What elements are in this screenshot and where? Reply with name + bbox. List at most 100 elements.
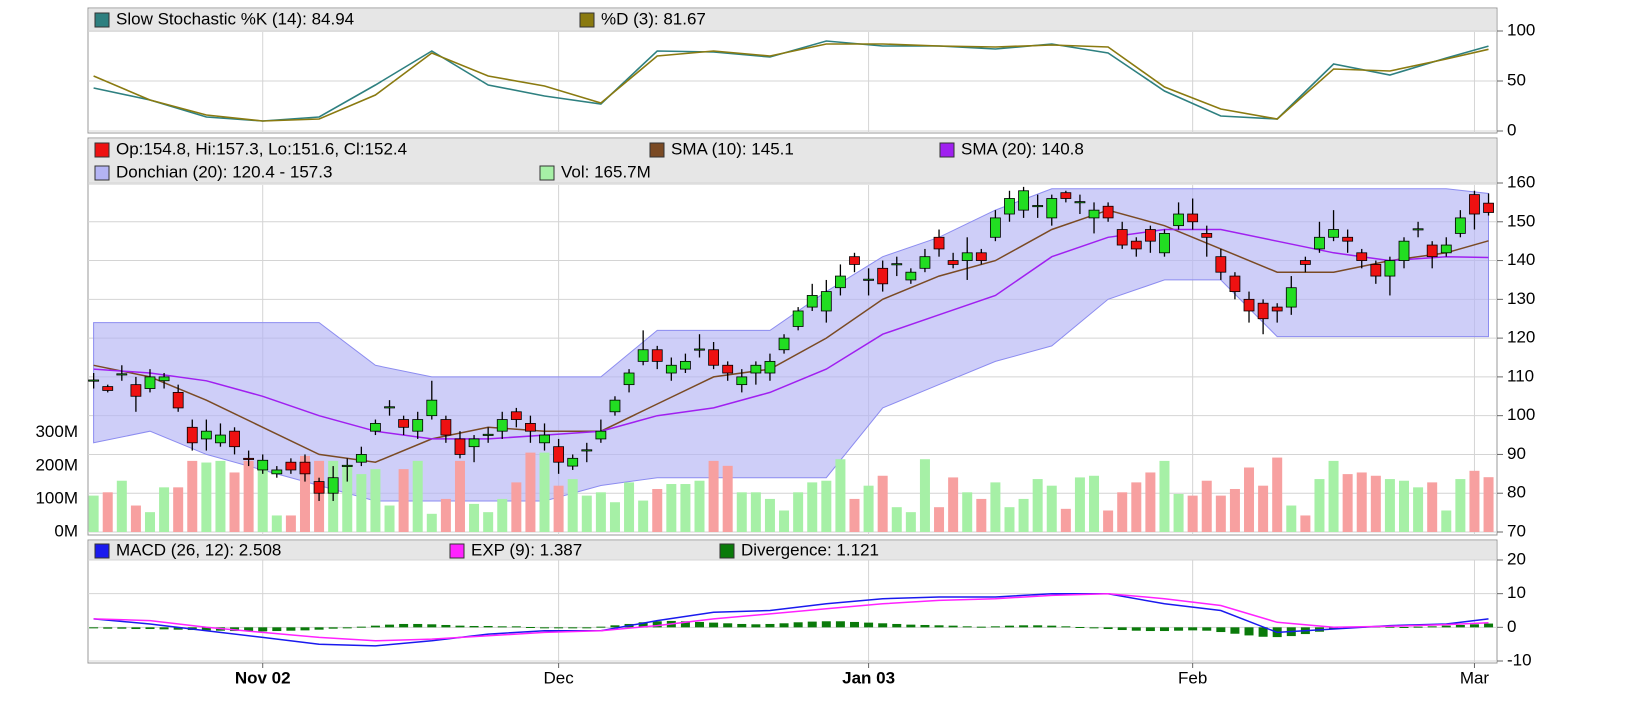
candle-body bbox=[398, 419, 410, 428]
divergence-bar bbox=[1188, 627, 1198, 631]
volume-bar bbox=[1018, 498, 1029, 532]
divergence-bar bbox=[300, 627, 310, 631]
candle-body bbox=[355, 454, 367, 463]
candle-body bbox=[215, 434, 226, 444]
y-tick-label: 100 bbox=[1507, 405, 1535, 424]
divergence-bar bbox=[328, 627, 338, 629]
volume-bar bbox=[624, 482, 635, 532]
x-tick-label: Mar bbox=[1460, 668, 1490, 687]
candle-body bbox=[1159, 233, 1170, 254]
legend-label: Slow Stochastic %K (14): 84.94 bbox=[116, 9, 354, 28]
candle-body bbox=[1046, 198, 1058, 219]
divergence-bar bbox=[554, 627, 564, 629]
candle-body bbox=[525, 423, 536, 432]
volume-bar bbox=[1427, 482, 1438, 532]
volume-bar bbox=[159, 487, 170, 532]
volume-bar bbox=[130, 505, 141, 532]
candle-body bbox=[961, 252, 973, 261]
candle-body bbox=[623, 372, 635, 386]
legend-swatch bbox=[649, 142, 665, 158]
volume-bar bbox=[201, 462, 212, 532]
candle-body bbox=[200, 430, 212, 440]
legend-swatch bbox=[94, 142, 110, 158]
candle-body bbox=[722, 364, 734, 374]
volume-bar bbox=[1046, 485, 1057, 532]
divergence-bar bbox=[455, 625, 465, 628]
divergence-bar bbox=[469, 625, 479, 628]
candle-body bbox=[454, 438, 466, 455]
divergence-bar bbox=[511, 626, 521, 628]
candle-body bbox=[1102, 205, 1114, 219]
divergence-bar bbox=[610, 625, 620, 628]
candle-body bbox=[989, 217, 1001, 238]
legend-label: MACD (26, 12): 2.508 bbox=[116, 540, 281, 559]
volume-bar bbox=[595, 492, 606, 532]
candle-body bbox=[1074, 201, 1086, 204]
y-tick-label: 160 bbox=[1507, 172, 1535, 191]
candle-body bbox=[1215, 256, 1227, 273]
volume-bar bbox=[764, 498, 775, 532]
divergence-bar bbox=[1258, 627, 1268, 637]
candle-body bbox=[665, 364, 677, 374]
candle-body bbox=[806, 295, 818, 308]
volume-bar bbox=[962, 492, 973, 532]
divergence-bar bbox=[201, 627, 211, 631]
y-tick-label: 90 bbox=[1507, 444, 1526, 463]
divergence-bar bbox=[723, 623, 733, 628]
volume-bar bbox=[497, 498, 508, 532]
volume-bar bbox=[1370, 475, 1381, 532]
candle-body bbox=[1144, 229, 1156, 242]
candle-body bbox=[1173, 213, 1184, 227]
y2-tick-label: 0M bbox=[54, 521, 78, 540]
volume-bar bbox=[976, 498, 987, 532]
candle-body bbox=[426, 399, 438, 417]
candle-body bbox=[581, 449, 593, 452]
volume-bar bbox=[511, 482, 522, 532]
volume-bar bbox=[539, 452, 550, 532]
volume-bar bbox=[807, 482, 818, 532]
x-tick-label: Dec bbox=[543, 668, 574, 687]
y-tick-label: 140 bbox=[1507, 250, 1535, 269]
divergence-bar bbox=[737, 623, 747, 628]
volume-bar bbox=[793, 492, 804, 532]
candle-body bbox=[384, 406, 395, 409]
divergence-bar bbox=[385, 624, 395, 628]
volume-bar bbox=[1286, 505, 1297, 532]
divergence-bar bbox=[1399, 626, 1409, 628]
volume-bar bbox=[863, 485, 874, 532]
volume-bar bbox=[877, 475, 888, 532]
volume-bar bbox=[779, 510, 790, 532]
candle-body bbox=[1060, 192, 1072, 199]
volume-bar bbox=[1455, 479, 1466, 532]
candle-body bbox=[229, 430, 240, 448]
divergence-bar bbox=[244, 627, 254, 632]
divergence-bar bbox=[483, 625, 493, 628]
volume-bar bbox=[1229, 488, 1240, 532]
divergence-bar bbox=[596, 626, 606, 628]
candle-body bbox=[482, 433, 494, 436]
candle-body bbox=[1398, 240, 1410, 261]
candle-body bbox=[736, 376, 748, 386]
volume-bar bbox=[483, 512, 494, 532]
y-tick-label: 70 bbox=[1507, 521, 1526, 540]
divergence-bar bbox=[1131, 627, 1141, 631]
candle-body bbox=[1271, 306, 1283, 312]
candle-body bbox=[1384, 260, 1396, 277]
candle-body bbox=[680, 360, 691, 370]
candle-body bbox=[1483, 202, 1494, 213]
legend-label: Op:154.8, Hi:157.3, Lo:151.6, Cl:152.4 bbox=[116, 139, 407, 158]
volume-bar bbox=[1483, 477, 1494, 532]
divergence-bar bbox=[399, 623, 409, 628]
divergence-bar bbox=[370, 625, 380, 628]
volume-bar bbox=[1131, 482, 1142, 532]
divergence-bar bbox=[906, 624, 916, 628]
candle-body bbox=[1285, 287, 1297, 308]
y-tick-label: 100 bbox=[1507, 20, 1535, 39]
divergence-bar bbox=[258, 627, 268, 632]
divergence-bar bbox=[1117, 627, 1127, 631]
volume-bar bbox=[680, 484, 691, 532]
divergence-bar bbox=[976, 626, 986, 628]
divergence-bar bbox=[342, 627, 352, 629]
volume-bar bbox=[1356, 472, 1367, 532]
